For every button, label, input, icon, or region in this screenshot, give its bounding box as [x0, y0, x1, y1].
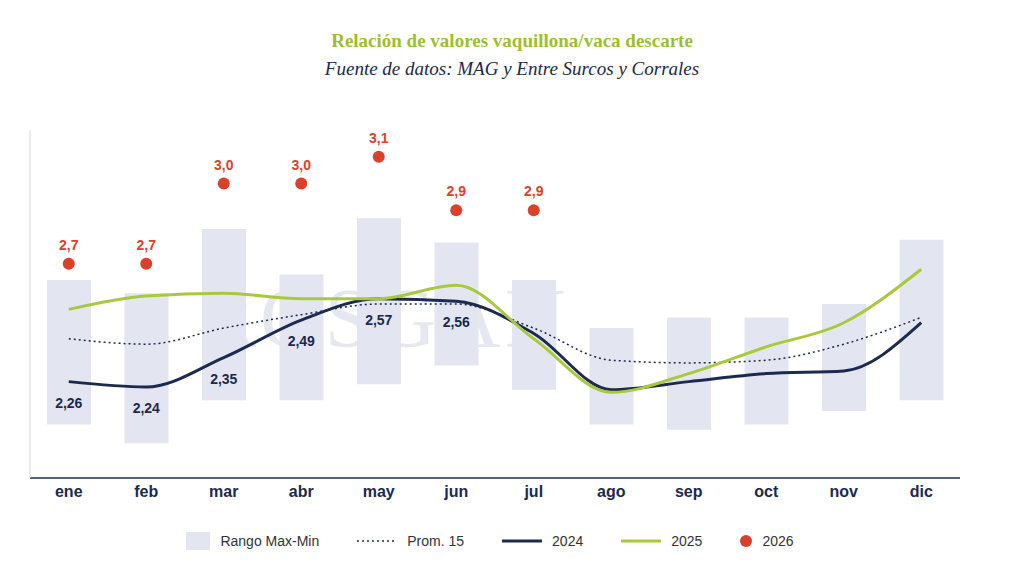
svg-text:2,26: 2,26 — [55, 395, 82, 411]
svg-text:oct: oct — [754, 483, 779, 500]
svg-text:may: may — [363, 483, 395, 500]
svg-text:ago: ago — [597, 483, 626, 500]
svg-text:2,7: 2,7 — [59, 237, 79, 253]
svg-text:2,9: 2,9 — [447, 183, 467, 199]
svg-text:abr: abr — [289, 483, 314, 500]
svg-text:2,57: 2,57 — [365, 312, 392, 328]
svg-text:2,7: 2,7 — [137, 237, 157, 253]
svg-text:nov: nov — [830, 483, 859, 500]
svg-text:feb: feb — [134, 483, 158, 500]
svg-text:jun: jun — [443, 483, 468, 500]
svg-text:ene: ene — [55, 483, 83, 500]
svg-text:3,1: 3,1 — [369, 130, 389, 146]
svg-text:jul: jul — [523, 483, 543, 500]
svg-text:3,0: 3,0 — [214, 157, 234, 173]
svg-text:mar: mar — [209, 483, 238, 500]
svg-text:2,56: 2,56 — [443, 314, 470, 330]
svg-text:2,35: 2,35 — [210, 371, 237, 387]
svg-text:2,9: 2,9 — [524, 183, 544, 199]
svg-text:3,0: 3,0 — [292, 157, 312, 173]
svg-text:2,49: 2,49 — [288, 333, 315, 349]
svg-text:sep: sep — [675, 483, 703, 500]
svg-text:dic: dic — [910, 483, 933, 500]
svg-text:2,24: 2,24 — [133, 400, 160, 416]
